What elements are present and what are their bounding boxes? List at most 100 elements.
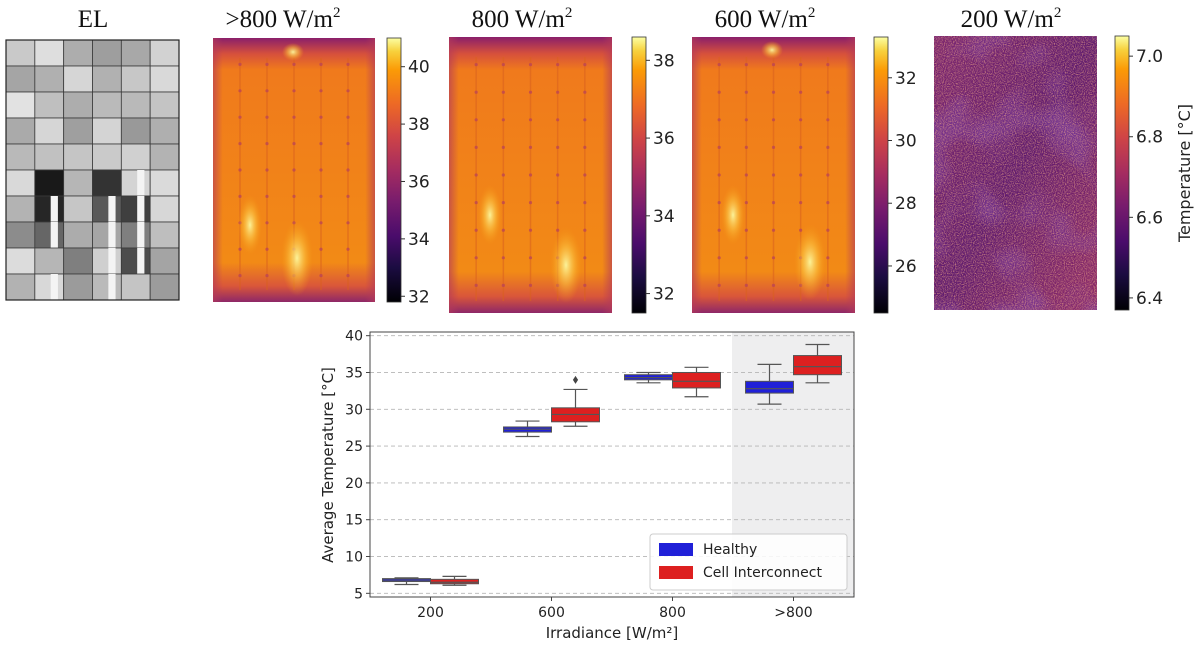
el-frame [5,39,180,301]
colorbar-tick-label: 32 [408,287,430,307]
cell-junction-dot [771,256,776,260]
cell-junction-dot [346,221,350,225]
noise-speckle [934,36,1097,310]
el-image [5,39,180,301]
cell-junction-dot [474,118,478,122]
cell-junction-dot [319,168,323,172]
cell-junction-dot [265,89,269,93]
cell-junction-dot [346,115,350,119]
legend-frame [649,533,848,591]
colorbar-tick-label: 26 [895,257,917,277]
el-cell [34,143,65,171]
colorbar-tick-label: 30 [895,132,917,152]
hot-region [478,185,502,245]
panel-title-200: 200 W/m2 [961,5,1062,33]
hot-region [238,195,262,255]
el-cell [63,273,93,301]
el-cell [63,221,93,249]
box-healthy-0 [382,577,431,586]
cell-junction-dot [799,118,803,122]
cell-junction-dot [826,201,830,205]
cell-junction-dot [826,228,830,232]
cell-junction-dot [771,201,776,205]
cell-junction-dot [826,283,830,287]
el-cell [120,117,151,145]
el-cell [63,247,93,275]
el-cell [5,247,36,275]
panel-title-gt800: >800 W/m2 [226,5,341,33]
hot-spot [761,41,783,59]
box-healthy-3 [745,363,794,405]
el-cell [149,91,180,119]
el-cell [120,221,151,249]
cell-junction-dot [319,221,323,225]
cell-junction-dot [744,63,748,67]
panel-title-600: 600 W/m2 [715,5,816,33]
cell-junction-dot [826,173,830,177]
cell-junction-dot [265,247,269,251]
cell-junction-dot [826,90,830,94]
cell-junction-dot [319,62,323,66]
colorbar-tick-label: 34 [653,207,675,227]
cell-junction-dot [265,62,269,66]
y-tick-label: 40 [345,329,363,345]
y-tick-label: 30 [345,402,363,418]
el-cell [92,39,122,67]
el-cell [5,195,36,223]
el-bright-band [108,248,116,274]
el-cell [120,195,151,223]
cell-junction-dot [346,142,350,146]
el-cell [120,247,151,275]
legend-swatch-healthy [659,543,693,556]
box-healthy-2 [624,371,673,384]
colorbar [1114,35,1130,311]
cell-junction-dot [583,256,587,260]
cell-junction-dot [744,145,748,149]
cell-junction-dot [556,201,560,205]
el-bright-band [137,222,145,248]
colorbar-tick-label: 38 [408,115,430,135]
axes: 5 10 15 20 25 30 35 40 200 600 800 >800 [345,329,813,621]
colorbar-tick-label: 36 [653,129,675,149]
colorbar [386,37,402,303]
cell-junction-dot [826,118,830,122]
el-cell [5,143,36,171]
box-iqr [793,355,842,376]
cell-junction-dot [474,90,478,94]
cell-junction-dot [717,63,721,67]
el-cell [34,195,65,223]
cell-junction-dot [501,256,505,260]
cell-junction-dot [265,168,269,172]
cell-junction-dot [528,228,533,232]
cell-junction-dot [556,63,560,67]
cell-junction-dot [744,228,748,232]
cell-junction-dot [265,274,269,278]
colorbar-tick-label: 32 [653,285,675,305]
thermal-image-200 [934,36,1097,310]
cell-junction-dot [717,256,721,260]
cell-junction-dot [265,194,269,198]
el-cell [92,117,122,145]
cell-junction-dot [501,63,505,67]
colorbars: 32 34 36 38 40 32 34 36 38 26 28 30 32 6.4 6.6 6.8 7.0 Te… [386,35,1194,314]
cell-junction-dot [717,90,721,94]
el-bright-band [137,248,145,274]
el-cell [92,221,122,249]
cell-junction-dot [771,63,776,67]
el-cell [149,195,180,223]
colorbar-tick-label: 6.4 [1136,289,1163,309]
cell-junction-dot [744,283,748,287]
cell-junction-dot [474,228,478,232]
el-bright-band [50,222,58,248]
cell-junction-dot [346,62,350,66]
cell-junction-dot [238,62,242,66]
cell-junction-dot [583,173,587,177]
cell-junction-dot [238,168,242,172]
x-tick-label: 200 [417,605,444,621]
cell-junction-dot [799,173,803,177]
cell-junction-dot [501,90,505,94]
y-tick-label: 35 [345,365,363,381]
cell-junction-dot [799,145,803,149]
el-cell [63,65,93,93]
cell-junction-dot [265,221,269,225]
